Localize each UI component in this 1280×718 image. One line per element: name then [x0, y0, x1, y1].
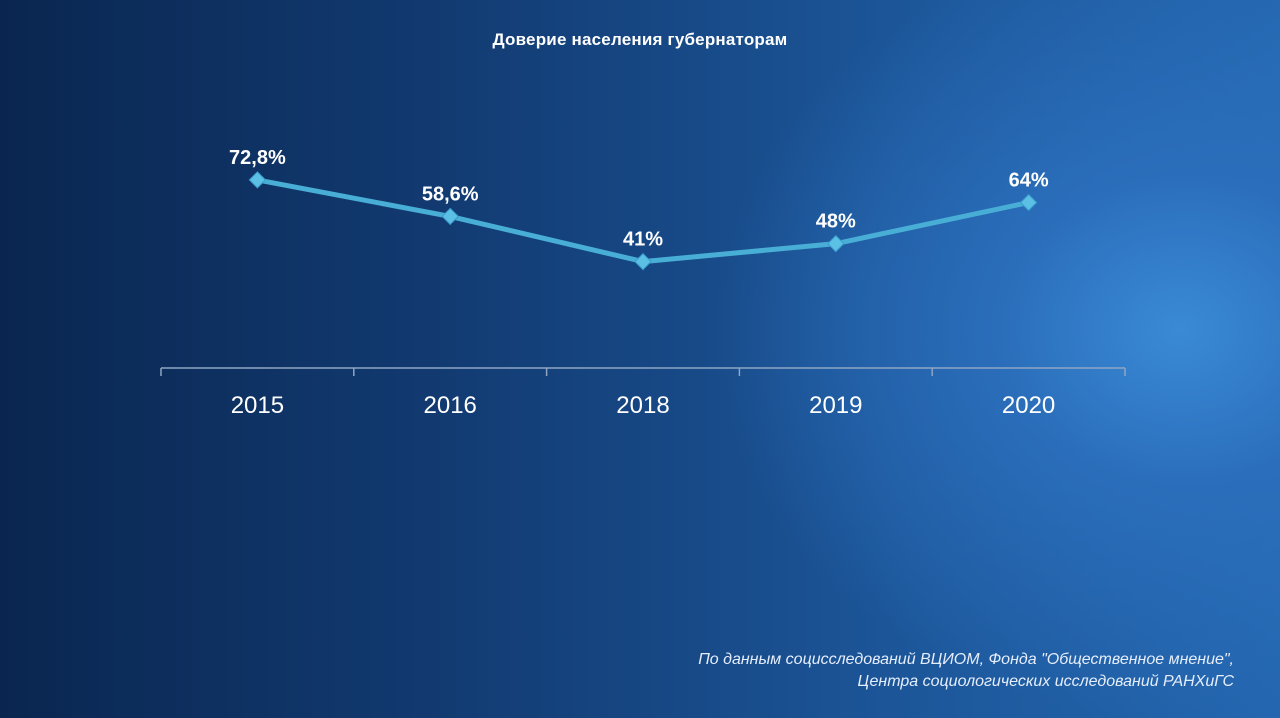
- x-tick-label: 2019: [809, 392, 862, 419]
- data-labels: 72,8% 58,6% 41% 48% 64%: [229, 147, 1049, 251]
- data-label: 58,6%: [422, 183, 479, 205]
- data-point-marker: [441, 207, 459, 226]
- data-point-marker: [248, 171, 267, 189]
- x-tick-label: 2016: [424, 392, 477, 419]
- x-axis: [160, 367, 1126, 376]
- x-tick-labels: 2015 2016 2018 2019 2020: [231, 392, 1056, 419]
- data-point-marker: [634, 252, 652, 271]
- data-label: 41%: [623, 229, 663, 251]
- x-tick-label: 2020: [1002, 392, 1055, 419]
- x-tick-label: 2018: [616, 392, 669, 419]
- data-label: 72,8%: [229, 147, 286, 169]
- source-line-1: По данным социсследований ВЦИОМ, Фонда "…: [698, 651, 1234, 668]
- data-point-marker: [827, 234, 845, 253]
- series-trust: [248, 171, 1038, 271]
- data-label: 48%: [816, 211, 856, 233]
- data-label: 64%: [1009, 170, 1049, 192]
- source-line-2: Центра социологических исследований РАНХ…: [857, 673, 1234, 690]
- data-point-marker: [1019, 193, 1038, 212]
- x-tick-label: 2015: [231, 392, 284, 419]
- chart-title: Доверие населения губернаторам: [492, 30, 788, 49]
- source-note: По данным социсследований ВЦИОМ, Фонда "…: [698, 649, 1234, 693]
